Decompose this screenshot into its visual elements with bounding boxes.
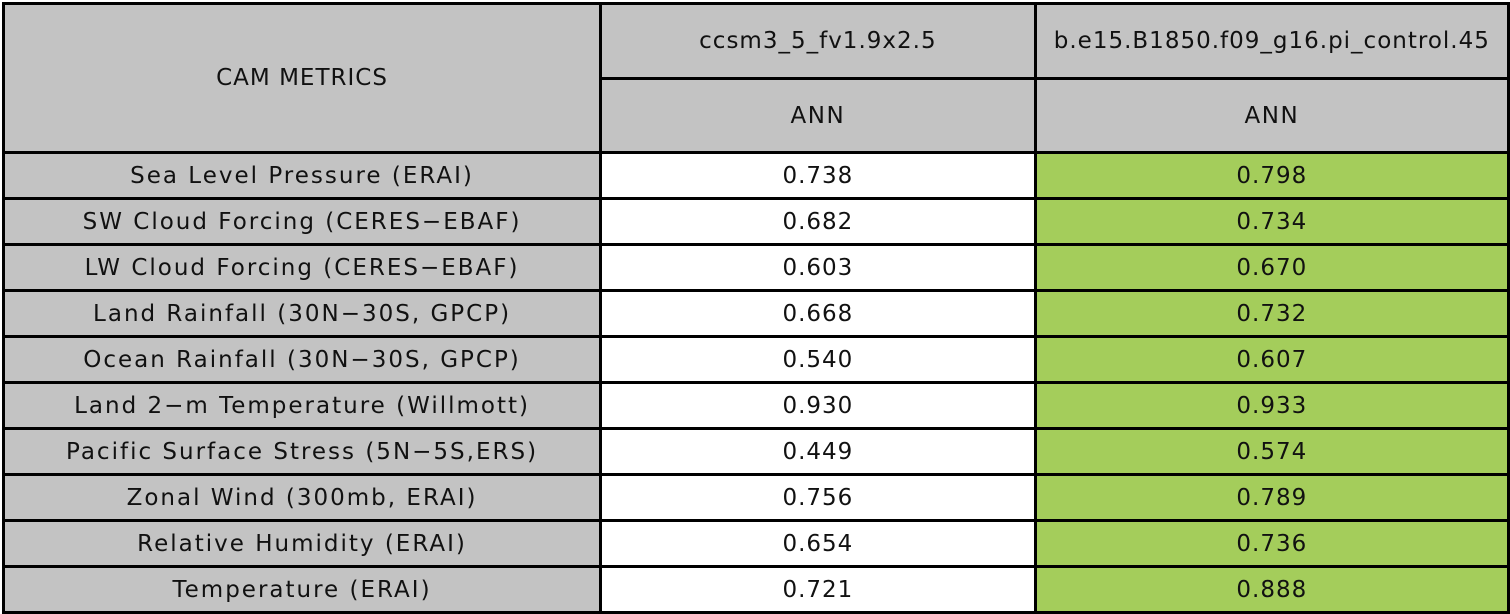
header-row-season: ANN ANN: [4, 77, 1510, 154]
metric-label: SW Cloud Forcing (CERES−EBAF): [1, 197, 603, 246]
model2-value: 0.888: [1033, 565, 1510, 614]
table-row: Land Rainfall (30N−30S, GPCP) 0.668 0.73…: [1, 289, 1510, 338]
metric-label: Land 2−m Temperature (Willmott): [1, 381, 603, 430]
model1-value: 0.738: [599, 151, 1037, 200]
model2-value: 0.789: [1033, 473, 1510, 522]
table-row: SW Cloud Forcing (CERES−EBAF) 0.682 0.73…: [1, 197, 1510, 246]
model2-value: 0.574: [1033, 427, 1510, 476]
model2-header: b.e15.B1850.f09_g16.pi_control.45: [1033, 2, 1510, 80]
table-row: LW Cloud Forcing (CERES−EBAF) 0.603 0.67…: [1, 243, 1510, 292]
model1-season-header: ANN: [599, 77, 1037, 154]
model2-value: 0.607: [1033, 335, 1510, 384]
table-row: Ocean Rainfall (30N−30S, GPCP) 0.540 0.6…: [1, 335, 1510, 384]
model1-value: 0.668: [599, 289, 1037, 338]
model2-value: 0.734: [1033, 197, 1510, 246]
header-row-model: CAM METRICS ccsm3_5_fv1.9x2.5 b.e15.B185…: [1, 2, 1510, 154]
table-row: Land 2−m Temperature (Willmott) 0.930 0.…: [1, 381, 1510, 430]
metric-label: Relative Humidity (ERAI): [1, 519, 603, 568]
model1-header: ccsm3_5_fv1.9x2.5: [599, 2, 1037, 80]
model1-value: 0.682: [599, 197, 1037, 246]
model2-value: 0.732: [1033, 289, 1510, 338]
table-row: Zonal Wind (300mb, ERAI) 0.756 0.789: [1, 473, 1510, 522]
model1-value: 0.540: [599, 335, 1037, 384]
model2-season-header: ANN: [1033, 77, 1510, 154]
table-row: Sea Level Pressure (ERAI) 0.738 0.798: [1, 151, 1510, 200]
table-row: Relative Humidity (ERAI) 0.654 0.736: [1, 519, 1510, 568]
table-row: Pacific Surface Stress (5N−5S,ERS) 0.449…: [1, 427, 1510, 476]
metric-label: LW Cloud Forcing (CERES−EBAF): [1, 243, 603, 292]
table-title: CAM METRICS: [1, 2, 603, 154]
metric-label: Sea Level Pressure (ERAI): [1, 151, 603, 200]
metric-label: Ocean Rainfall (30N−30S, GPCP): [1, 335, 603, 384]
model1-value: 0.756: [599, 473, 1037, 522]
model1-value: 0.449: [599, 427, 1037, 476]
metric-label: Pacific Surface Stress (5N−5S,ERS): [1, 427, 603, 476]
metric-label: Zonal Wind (300mb, ERAI): [1, 473, 603, 522]
model1-value: 0.654: [599, 519, 1037, 568]
model2-value: 0.933: [1033, 381, 1510, 430]
model1-value: 0.603: [599, 243, 1037, 292]
model2-value: 0.798: [1033, 151, 1510, 200]
model1-value: 0.721: [599, 565, 1037, 614]
model2-value: 0.670: [1033, 243, 1510, 292]
metric-label: Land Rainfall (30N−30S, GPCP): [1, 289, 603, 338]
table-row: Temperature (ERAI) 0.721 0.888: [1, 565, 1510, 614]
model2-value: 0.736: [1033, 519, 1510, 568]
model1-value: 0.930: [599, 381, 1037, 430]
metric-label: Temperature (ERAI): [1, 565, 603, 614]
